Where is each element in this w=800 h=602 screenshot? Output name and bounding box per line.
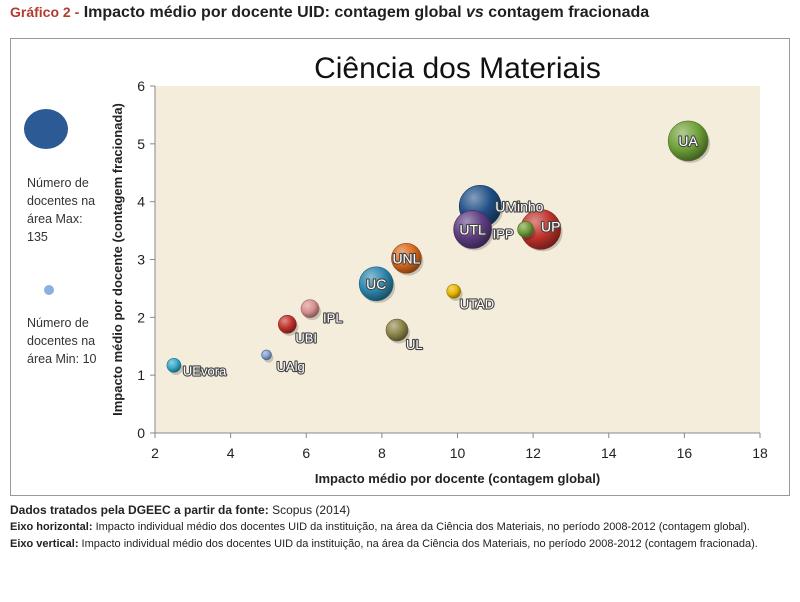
figure-label: Gráfico 2 -	[10, 4, 80, 20]
data-label: UAlg	[277, 359, 305, 374]
source-value: Scopus (2014)	[272, 503, 351, 517]
x-tick-label: 10	[450, 445, 466, 461]
legend-min-bubble	[44, 285, 54, 295]
data-label: UL	[406, 337, 423, 352]
figure-title: Gráfico 2 - Impacto médio por docente UI…	[10, 4, 649, 22]
x-tick-label: 6	[302, 445, 310, 461]
y-tick-label: 0	[137, 425, 145, 441]
x-tick-label: 8	[378, 445, 386, 461]
data-bubble	[358, 266, 394, 302]
data-label: UEvora	[183, 363, 227, 378]
horizontal-axis-note-text: Impacto individual médio dos docentes UI…	[95, 521, 750, 533]
data-label: UTAD	[460, 296, 494, 311]
y-tick-label: 6	[137, 78, 145, 94]
legend-max-bubble	[24, 109, 68, 149]
x-tick-label: 18	[752, 445, 768, 461]
data-label: UP	[541, 218, 560, 234]
data-bubble	[385, 318, 409, 342]
horizontal-axis-note-label: Eixo horizontal:	[10, 521, 93, 533]
data-label: UC	[366, 276, 386, 292]
data-label: UBI	[295, 330, 317, 345]
data-bubble	[667, 120, 709, 162]
y-tick-label: 1	[137, 367, 145, 383]
vertical-axis-note-text: Impacto individual médio dos docentes UI…	[81, 538, 758, 550]
vertical-axis-note: Eixo vertical: Impacto individual médio …	[10, 536, 790, 553]
data-bubble	[517, 221, 534, 238]
data-label: UTL	[459, 221, 486, 237]
data-label: IPL	[323, 311, 343, 326]
x-tick-label: 16	[677, 445, 693, 461]
data-bubble	[300, 299, 320, 318]
y-tick-label: 4	[137, 194, 145, 210]
source-label: Dados tratados pela DGEEC a partir da fo…	[10, 503, 269, 517]
data-bubble	[446, 284, 462, 299]
plot-area	[155, 86, 760, 433]
x-axis-label: Impacto médio por docente (contagem glob…	[315, 471, 600, 486]
y-tick-label: 2	[137, 309, 145, 325]
x-tick-label: 2	[151, 445, 159, 461]
legend-max-label: Número de docentes na área Max: 135	[27, 176, 96, 244]
data-bubble	[261, 349, 272, 361]
y-tick-label: 5	[137, 136, 145, 152]
figure-title-part1: Impacto médio por docente UID: contagem …	[83, 4, 466, 21]
data-bubble	[278, 314, 297, 334]
data-label: UNL	[392, 250, 420, 266]
data-label: UMinho	[495, 198, 543, 214]
x-tick-label: 14	[601, 445, 617, 461]
y-tick-label: 3	[137, 252, 145, 268]
figure-title-part2: contagem fracionada	[483, 4, 650, 21]
data-label: UA	[678, 133, 698, 149]
x-tick-label: 4	[227, 445, 235, 461]
data-bubble	[391, 243, 422, 274]
legend-min-label: Número de docentes na área Min: 10	[27, 316, 97, 366]
x-tick-label: 12	[525, 445, 541, 461]
figure-title-emph: vs	[465, 4, 484, 21]
chart-title: Ciência dos Materiais	[314, 52, 601, 85]
data-label: IPP	[493, 226, 514, 241]
vertical-axis-note-label: Eixo vertical:	[10, 538, 79, 550]
data-bubble	[166, 358, 182, 373]
chart-footer: Dados tratados pela DGEEC a partir da fo…	[10, 502, 790, 553]
y-axis-label: Impacto médio por docente (contagem frac…	[110, 103, 125, 416]
source-line: Dados tratados pela DGEEC a partir da fo…	[10, 502, 790, 519]
data-bubble	[453, 210, 492, 249]
horizontal-axis-note: Eixo horizontal: Impacto individual médi…	[10, 519, 790, 536]
